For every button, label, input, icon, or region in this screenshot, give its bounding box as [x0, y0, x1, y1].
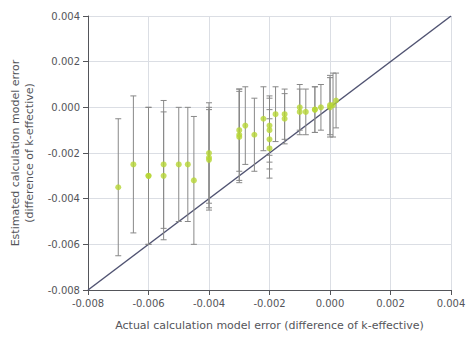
- svg-text:Actual calculation model error: Actual calculation model error (differen…: [115, 319, 424, 332]
- svg-text:0.004: 0.004: [51, 11, 80, 22]
- svg-text:-0.004: -0.004: [193, 298, 225, 309]
- svg-text:(difference of k-effective): (difference of k-effective): [23, 83, 36, 223]
- svg-text:-0.006: -0.006: [48, 239, 80, 250]
- svg-text:-0.002: -0.002: [253, 298, 285, 309]
- svg-text:0.004: 0.004: [437, 298, 466, 309]
- svg-text:0.000: 0.000: [316, 298, 345, 309]
- svg-text:0.002: 0.002: [376, 298, 405, 309]
- svg-text:-0.008: -0.008: [48, 285, 80, 296]
- svg-text:-0.002: -0.002: [48, 148, 80, 159]
- svg-text:-0.008: -0.008: [72, 298, 104, 309]
- svg-text:-0.004: -0.004: [48, 193, 80, 204]
- svg-text:Estimated calculation model er: Estimated calculation model error: [9, 59, 22, 246]
- svg-text:-0.006: -0.006: [132, 298, 164, 309]
- svg-text:0.000: 0.000: [51, 102, 80, 113]
- svg-text:0.002: 0.002: [51, 56, 80, 67]
